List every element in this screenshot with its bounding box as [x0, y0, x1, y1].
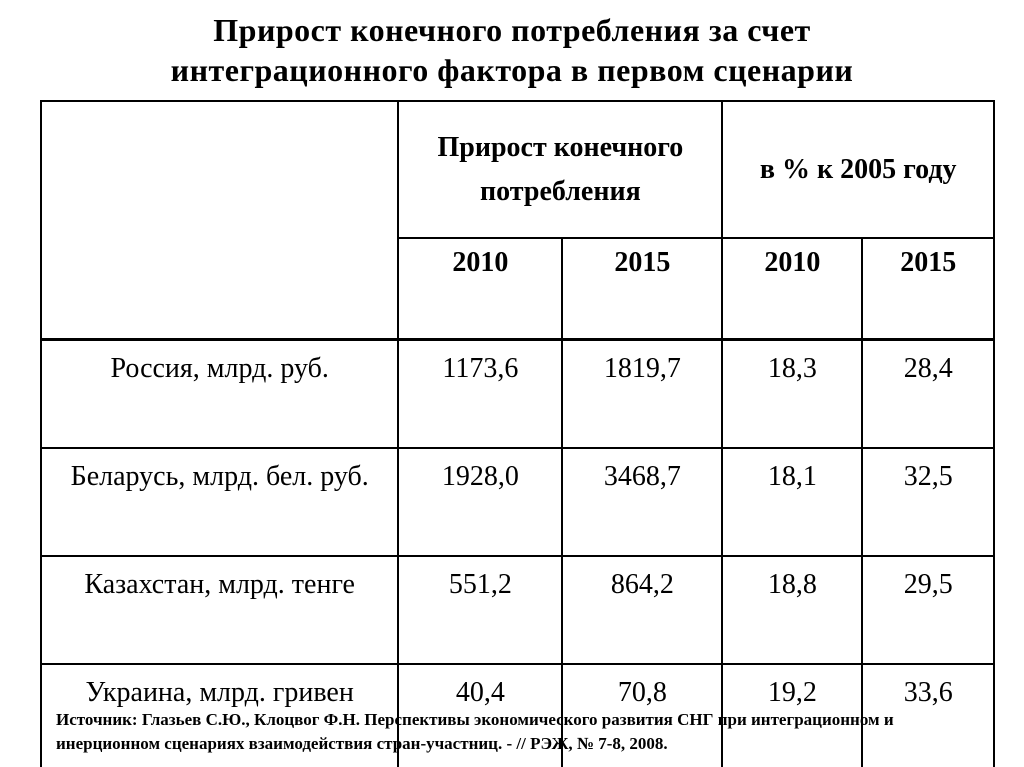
cell-value: 18,1: [721, 447, 864, 557]
cell-value: 33,6: [861, 663, 995, 767]
row-label: Беларусь, млрд. бел. руб.: [39, 447, 400, 557]
source-note-line-2: инерционном сценариях взаимодействия стр…: [56, 734, 668, 753]
cell-value: 18,3: [721, 338, 864, 449]
cell-value: 18,8: [721, 555, 864, 665]
table-row-belarus: Беларусь, млрд. бел. руб. 1928,0 3468,7 …: [39, 447, 995, 557]
source-note-line-1: Источник: Глазьев С.Ю., Клоцвог Ф.Н. Пер…: [56, 710, 894, 729]
consumption-growth-table: Прирост конечного потребления в % к 2005…: [39, 100, 995, 767]
year-header-consumption-2015: 2015: [561, 237, 724, 341]
year-header-consumption-2010: 2010: [397, 237, 564, 341]
year-header-percent-2015: 2015: [861, 237, 995, 341]
cell-value: 40,4: [397, 663, 564, 767]
cell-value: 1819,7: [561, 338, 724, 449]
cell-value: 551,2: [397, 555, 564, 665]
cell-value: 1173,6: [397, 338, 564, 449]
cell-value: 864,2: [561, 555, 724, 665]
cell-value: 32,5: [861, 447, 995, 557]
table-row-kazakhstan: Казахстан, млрд. тенге 551,2 864,2 18,8 …: [39, 555, 995, 665]
header-row-years: 2010 2015 2010 2015: [41, 237, 995, 341]
cell-value: 70,8: [561, 663, 724, 767]
page-title-line-2: интеграционного фактора в первом сценари…: [170, 52, 854, 88]
table-row-russia: Россия, млрд. руб. 1173,6 1819,7 18,3 28…: [39, 338, 995, 449]
table-row-ukraine: Украина, млрд. гривен 40,4 70,8 19,2 33,…: [39, 663, 995, 767]
cell-value: 19,2: [721, 663, 864, 767]
row-label: Россия, млрд. руб.: [39, 338, 400, 449]
page-title: Прирост конечного потребления за счет ин…: [0, 10, 1024, 90]
corner-cell: [39, 100, 400, 341]
header-row-groups: Прирост конечного потребления в % к 2005…: [39, 100, 995, 341]
column-group-consumption: Прирост конечного потребления: [397, 100, 724, 239]
row-label: Украина, млрд. гривен: [39, 663, 400, 767]
cell-value: 3468,7: [561, 447, 724, 557]
page-title-line-1: Прирост конечного потребления за счет: [213, 12, 811, 48]
row-label: Казахстан, млрд. тенге: [39, 555, 400, 665]
source-note: Источник: Глазьев С.Ю., Клоцвог Ф.Н. Пер…: [56, 708, 986, 756]
cell-value: 29,5: [861, 555, 995, 665]
year-header-percent-2010: 2010: [721, 237, 864, 341]
cell-value: 28,4: [861, 338, 995, 449]
cell-value: 1928,0: [397, 447, 564, 557]
column-group-percent-2005: в % к 2005 году: [721, 100, 995, 239]
